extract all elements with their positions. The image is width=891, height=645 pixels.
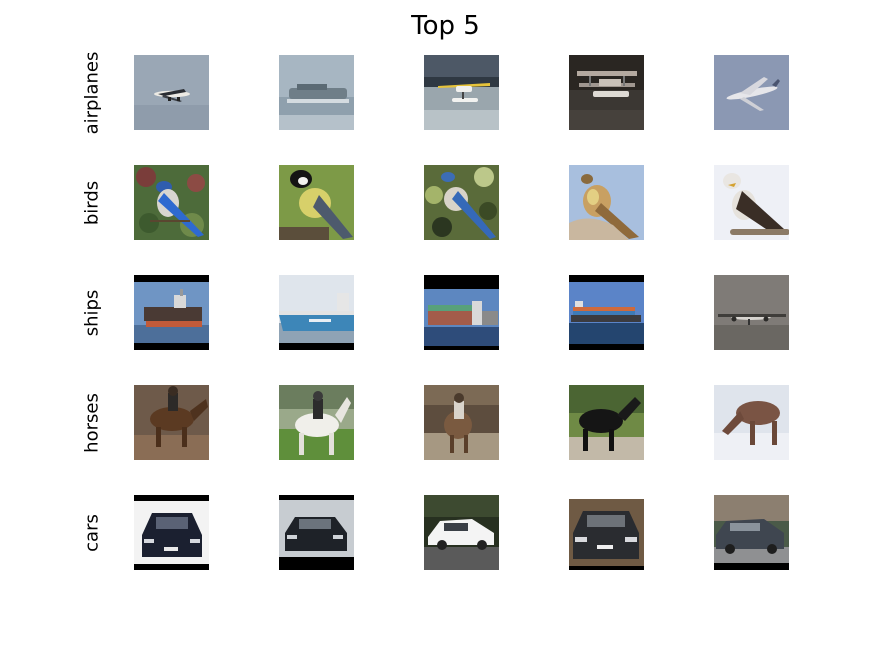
thumbnail-airplane-2 [279,55,354,130]
thumbnail-airplane-4 [569,55,644,130]
thumbnail-ship-4 [569,275,644,350]
thumbnail-bird-5 [714,165,789,240]
figure-title: Top 5 [411,11,480,41]
thumbnail-airplane-5 [714,55,789,130]
thumbnail-car-3 [424,495,499,570]
thumbnail-airplane-1 [134,55,209,130]
thumbnail-car-1 [134,495,209,570]
thumbnail-bird-2 [279,165,354,240]
thumbnail-bird-3 [424,165,499,240]
row-label: birds [81,180,103,226]
thumbnail-horse-1 [134,385,209,460]
thumbnail-car-4 [569,495,644,570]
row-birds: birds [0,165,891,241]
row-horses: horses [0,385,891,461]
row-airplanes: airplanes [0,52,891,134]
row-ships: ships [0,275,891,351]
thumbnail-car-2 [279,495,354,570]
thumbnail-ship-2 [279,275,354,350]
thumbnail-horse-3 [424,385,499,460]
thumbnail-ship-5 [714,275,789,350]
thumbnail-horse-5 [714,385,789,460]
thumbnail-ship-1 [134,275,209,350]
thumbnail-ship-3 [424,275,499,350]
thumbnail-horse-2 [279,385,354,460]
row-cars: cars [0,495,891,571]
row-label: ships [81,289,103,337]
thumbnail-airplane-3 [424,55,499,130]
row-label: horses [81,393,103,453]
thumbnail-car-5 [714,495,789,570]
row-label: cars [81,514,103,552]
row-label: airplanes [81,51,103,135]
thumbnail-horse-4 [569,385,644,460]
thumbnail-bird-4 [569,165,644,240]
thumbnail-bird-1 [134,165,209,240]
